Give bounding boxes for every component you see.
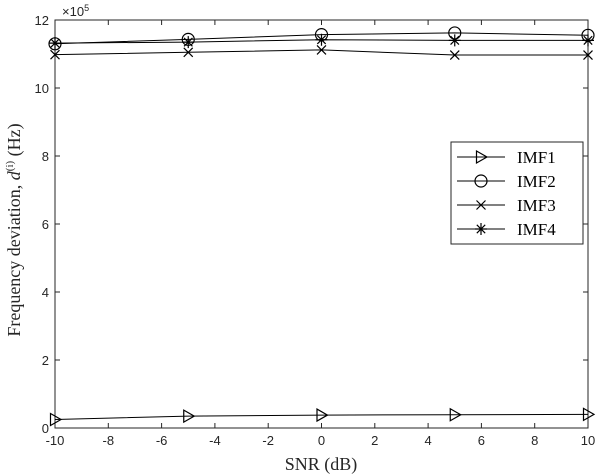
y-tick-label: 6 xyxy=(42,217,49,232)
x-tick-label: -2 xyxy=(262,433,274,448)
x-tick-label: 4 xyxy=(424,433,431,448)
x-tick-label: -10 xyxy=(46,433,65,448)
axis-ticks: -10 -8 -6 -4 -2 0 2 4 6 8 10 0 2 4 6 8 10 12 xyxy=(35,13,596,448)
y-tick-label: 8 xyxy=(42,149,49,164)
y-axis-label-symbol: d xyxy=(4,170,24,180)
y-axis-label-superscript: (i) xyxy=(4,160,16,171)
data-point xyxy=(448,34,461,47)
data-point xyxy=(182,36,195,49)
data-point xyxy=(316,44,327,55)
y-tick-label: 4 xyxy=(42,285,49,300)
x-tick-label: 8 xyxy=(531,433,538,448)
y-axis-label-prefix: Frequency deviation, xyxy=(4,180,24,336)
data-point xyxy=(49,37,61,50)
y-multiplier: ×105 xyxy=(62,3,89,19)
data-point xyxy=(449,50,460,60)
legend-box xyxy=(450,141,584,245)
data-point xyxy=(582,34,594,47)
legend-marker xyxy=(475,223,487,235)
legend-marker xyxy=(475,149,489,165)
series-line xyxy=(54,413,589,420)
data-point xyxy=(315,33,328,46)
x-tick-label: -6 xyxy=(156,433,168,448)
data-point xyxy=(316,408,329,423)
y-tick-label: 10 xyxy=(35,81,49,96)
legend: IMF1 IMF2 IMF3 IMF4 xyxy=(450,141,584,245)
y-tick-label: 12 xyxy=(35,13,49,28)
y-tick-label: 2 xyxy=(42,353,49,368)
legend-marker xyxy=(474,174,488,188)
x-tick-label: 0 xyxy=(318,433,325,448)
data-point xyxy=(50,49,60,60)
data-point xyxy=(583,50,593,60)
y-axis-label: Frequency deviation, d(i) (Hz) xyxy=(4,123,25,336)
legend-label: IMF4 xyxy=(517,220,556,239)
series-imf3 xyxy=(50,44,593,60)
series-imf4 xyxy=(49,33,594,50)
legend-marker xyxy=(476,200,486,210)
x-axis-label: SNR (dB) xyxy=(285,454,358,475)
legend-label: IMF1 xyxy=(517,148,556,167)
x-tick-label: -8 xyxy=(103,433,115,448)
data-point xyxy=(183,47,194,58)
legend-label: IMF3 xyxy=(517,196,556,215)
x-tick-label: 2 xyxy=(371,433,378,448)
y-multiplier-exponent: 5 xyxy=(84,3,89,13)
series-layer xyxy=(48,26,596,427)
y-multiplier-base: ×10 xyxy=(62,4,84,19)
legend-label: IMF2 xyxy=(517,172,556,191)
data-point xyxy=(582,407,596,422)
data-point xyxy=(49,412,63,427)
series-imf1 xyxy=(49,407,596,427)
y-axis-label-suffix: (Hz) xyxy=(4,123,25,160)
y-tick-label: 0 xyxy=(42,421,49,436)
x-tick-label: 10 xyxy=(581,433,595,448)
data-point xyxy=(449,407,462,422)
x-tick-label: 6 xyxy=(478,433,485,448)
data-point xyxy=(183,409,196,424)
x-tick-label: -4 xyxy=(209,433,221,448)
